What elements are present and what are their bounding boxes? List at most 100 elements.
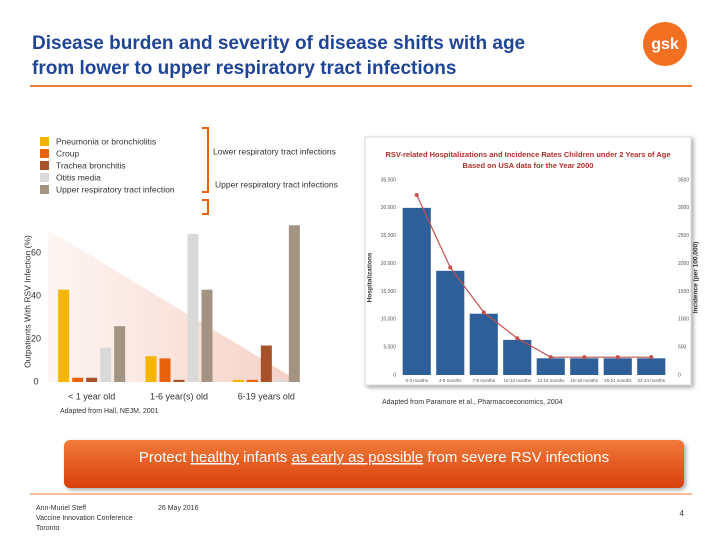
bar: [402, 207, 431, 375]
banner-part: from severe RSV infections: [423, 449, 609, 466]
bar: [288, 225, 300, 382]
x-tick-label: 13-15 months: [537, 378, 565, 383]
banner-part: healthy: [191, 449, 240, 466]
point: [481, 310, 486, 315]
bar: [570, 358, 599, 375]
y2-tick-label: 3500: [678, 177, 689, 183]
x-tick-label: 1-6 year(s) old: [150, 391, 208, 401]
line: [416, 194, 652, 358]
bar: [114, 326, 126, 382]
legend-label: Pneumonia or bronchiolitis: [56, 136, 156, 146]
y2-tick-label: 1500: [678, 289, 689, 295]
legend-label: Otitis media: [56, 172, 101, 182]
x-tick-label: 22-24 months: [637, 378, 665, 383]
x-tick-label: 4-6 months: [439, 378, 462, 383]
legend-swatch: [40, 161, 49, 170]
bar: [274, 379, 286, 382]
title-line: Disease burden and severity of disease s…: [32, 33, 525, 54]
x-tick-label: < 1 year old: [68, 391, 115, 401]
bar: [469, 313, 498, 375]
chart-title: Based on USA data for the Year 2000: [463, 161, 594, 170]
source-note: Adapted from Paramore et al., Pharmacoec…: [382, 399, 563, 406]
footer-date: 26 May 2016: [158, 505, 199, 512]
decoration: [48, 230, 300, 382]
legend-label: Croup: [56, 148, 79, 158]
y-tick-label: 30,000: [381, 205, 397, 211]
y-tick-label: 5,000: [383, 344, 396, 350]
bar: [232, 379, 244, 382]
bar: [58, 289, 70, 382]
banner: [64, 440, 684, 488]
y-tick-label: 35,000: [381, 177, 397, 183]
banner-part: Protect: [139, 449, 191, 466]
footer-line: Ann-Muriel Steff: [36, 505, 86, 512]
bar: [145, 356, 157, 382]
page-number: 4: [680, 509, 685, 518]
y-tick-label: 20: [31, 333, 41, 343]
y2-tick-label: 3000: [678, 205, 689, 211]
footer-line: Vaccine Innovation Conference: [36, 515, 133, 522]
bar: [159, 358, 171, 382]
bar: [603, 358, 632, 375]
banner-text: Protect healthy infants as early as poss…: [139, 449, 609, 466]
chart-title: RSV-related Hospitalizations and Inciden…: [385, 150, 670, 159]
x-tick-label: 0-3 months: [405, 378, 428, 383]
bar: [503, 339, 532, 375]
point: [615, 355, 620, 360]
x-tick-label: 19-21 months: [604, 378, 632, 383]
y-axis-label: Hospitalizations: [367, 252, 374, 302]
y-tick-label: 15,000: [381, 289, 397, 295]
point: [548, 355, 553, 360]
y2-tick-label: 2000: [678, 261, 689, 267]
x-tick-label: 16-18 months: [570, 378, 598, 383]
y2-tick-label: 0: [678, 372, 681, 378]
legend-swatch: [40, 149, 49, 158]
bar: [72, 377, 84, 382]
logo-badge: [643, 22, 687, 66]
y2-axis-label: Incidence (per 100,000): [693, 242, 700, 314]
y-tick-label: 10,000: [381, 317, 397, 323]
y-tick-label: 20,000: [381, 261, 397, 267]
source-note: Adapted from Hall, NEJM, 2001: [60, 408, 159, 415]
bar: [201, 289, 213, 382]
y-tick-label: 0: [33, 376, 38, 386]
y2-tick-label: 500: [678, 344, 687, 350]
x-tick-label: 10-12 months: [503, 378, 531, 383]
legend-swatch: [40, 173, 49, 182]
banner-part: as early as possible: [291, 449, 423, 466]
title-line: from lower to upper respiratory tract in…: [32, 58, 456, 79]
x-tick-label: 6-19 years old: [238, 391, 295, 401]
x-tick-label: 7-9 months: [472, 378, 495, 383]
bracket: [202, 127, 209, 215]
bar: [536, 358, 565, 375]
y-tick-label: 60: [31, 248, 41, 258]
legend-label: Upper respiratory tract infection: [56, 184, 175, 194]
bar: [260, 345, 272, 382]
y2-tick-label: 2500: [678, 233, 689, 239]
banner-part: infants: [239, 449, 292, 466]
logo: gsk: [651, 36, 679, 53]
point: [582, 355, 587, 360]
y-tick-label: 25,000: [381, 233, 397, 239]
bar: [100, 347, 112, 382]
bar: [637, 358, 666, 375]
point: [414, 193, 419, 198]
bar: [187, 233, 199, 382]
bar: [86, 377, 98, 382]
legend-label: Trachea bronchitis: [56, 160, 126, 170]
legend-swatch: [40, 137, 49, 146]
point: [515, 336, 520, 341]
y-tick-label: 40: [31, 291, 41, 301]
y-tick-label: 0: [393, 372, 396, 378]
group-label: Lower respiratory tract infections: [213, 146, 336, 156]
point: [649, 355, 654, 360]
y-axis-label: Outpatients With RSV Infection (%): [22, 235, 32, 368]
bar: [436, 270, 465, 375]
point: [448, 265, 453, 270]
bar: [173, 379, 185, 382]
y2-tick-label: 1000: [678, 317, 689, 323]
footer-line: Toronto: [36, 525, 59, 532]
bar: [246, 379, 258, 382]
group-label: Upper respiratory tract infections: [215, 179, 338, 189]
